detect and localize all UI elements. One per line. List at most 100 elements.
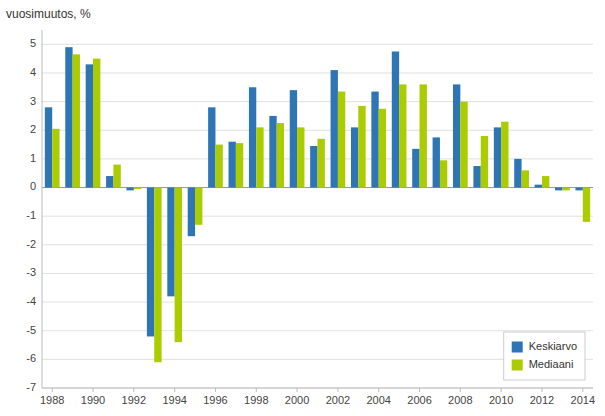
grid-line <box>42 244 593 245</box>
bar <box>555 188 562 191</box>
bar <box>154 188 161 363</box>
bar <box>453 84 460 187</box>
legend-box <box>504 332 585 380</box>
y-tick-label: -1 <box>26 209 36 221</box>
y-tick-label: 1 <box>30 152 36 164</box>
bar <box>86 64 93 187</box>
x-tick <box>501 388 502 392</box>
bar <box>542 176 549 187</box>
y-tick-label: 2 <box>30 123 36 135</box>
bar <box>113 165 120 188</box>
x-tick-label: 2000 <box>285 394 309 406</box>
x-tick <box>93 388 94 392</box>
bar <box>269 116 276 188</box>
y-tick-label: -3 <box>26 266 36 278</box>
x-tick <box>582 388 583 392</box>
bar <box>73 54 80 187</box>
x-tick-label: 1996 <box>203 394 227 406</box>
bar <box>297 127 304 187</box>
grid-line <box>42 130 593 131</box>
x-tick-label: 2010 <box>489 394 513 406</box>
grid <box>42 44 593 388</box>
grid-line <box>42 273 593 274</box>
y-tick-label: -5 <box>26 324 36 336</box>
x-tick-label: 1998 <box>244 394 268 406</box>
bar <box>318 139 325 188</box>
legend-swatch <box>512 360 523 371</box>
x-tick <box>337 388 338 392</box>
x-tick <box>52 388 53 392</box>
x-tick <box>541 388 542 392</box>
grid-line <box>42 72 593 73</box>
bar <box>126 188 133 191</box>
x-tick-label: 1994 <box>162 394 186 406</box>
x-tick <box>174 388 175 392</box>
bar <box>514 159 521 188</box>
grid-line <box>42 388 593 389</box>
bar <box>249 87 256 187</box>
legend-label: Mediaani <box>529 358 574 370</box>
x-tick <box>215 388 216 392</box>
bar <box>195 188 202 225</box>
x-tick-label: 2006 <box>407 394 431 406</box>
x-tick-label: 1992 <box>122 394 146 406</box>
y-tick-label: 5 <box>30 37 36 49</box>
bar <box>167 188 174 297</box>
bar <box>93 59 100 188</box>
bar <box>310 146 317 188</box>
x-axis-line <box>42 388 593 389</box>
x-tick-label: 1990 <box>81 394 105 406</box>
bar <box>106 176 113 187</box>
x-tick-label: 2012 <box>530 394 554 406</box>
y-tick-label: 4 <box>30 66 36 78</box>
bar <box>433 137 440 187</box>
grid-line <box>42 302 593 303</box>
legend-label: Keskiarvo <box>529 340 577 352</box>
x-tick <box>460 388 461 392</box>
bars <box>45 47 590 362</box>
grid-line <box>42 216 593 217</box>
bar <box>290 90 297 187</box>
bar <box>147 188 154 337</box>
bar <box>351 127 358 187</box>
bar <box>583 188 590 222</box>
bar <box>229 142 236 188</box>
bar <box>236 143 243 187</box>
bar <box>208 107 215 187</box>
x-tick <box>256 388 257 392</box>
x-tick-label: 1988 <box>40 394 64 406</box>
x-tick <box>297 388 298 392</box>
bar <box>535 185 542 188</box>
bar <box>575 188 582 191</box>
y-tick-label: 0 <box>30 180 36 192</box>
bar <box>371 92 378 188</box>
y-tick-label: -6 <box>26 352 36 364</box>
bar <box>460 102 467 188</box>
x-tick <box>133 388 134 392</box>
bar <box>358 106 365 188</box>
chart-container: -7-6-5-4-3-2-101234519881990199219941996… <box>0 0 605 416</box>
bar <box>277 123 284 187</box>
y-axis-label: vuosimuutos, % <box>6 7 91 21</box>
grid-line <box>42 101 593 102</box>
x-tick-label: 2002 <box>326 394 350 406</box>
bar <box>420 84 427 187</box>
x-tick <box>378 388 379 392</box>
y-tick-label: -2 <box>26 238 36 250</box>
bar <box>473 166 480 187</box>
bar <box>440 160 447 187</box>
bar <box>175 188 182 343</box>
bar <box>392 51 399 187</box>
bar <box>412 149 419 188</box>
x-tick-label: 2008 <box>448 394 472 406</box>
bar <box>45 107 52 187</box>
y-tick-label: -4 <box>26 295 36 307</box>
bar <box>481 136 488 188</box>
bar <box>379 109 386 188</box>
grid-line <box>42 44 593 45</box>
bar <box>338 92 345 188</box>
x-tick-label: 2014 <box>571 394 595 406</box>
bar <box>501 122 508 188</box>
bar <box>562 188 569 191</box>
bar <box>494 127 501 187</box>
